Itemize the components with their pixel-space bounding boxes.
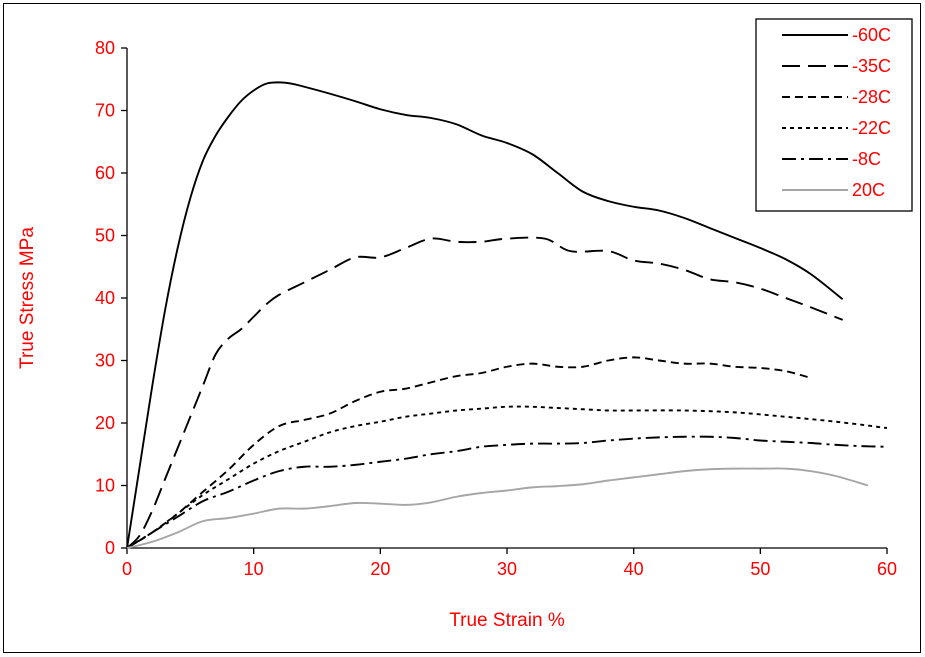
legend-item: -35C <box>782 56 891 76</box>
series-60c-legend-label: -60C <box>852 25 891 45</box>
y-tick-label: 60 <box>95 163 115 183</box>
y-tick-label: 0 <box>105 538 115 558</box>
legend-item: -22C <box>782 118 891 138</box>
y-tick-label: 50 <box>95 226 115 246</box>
series-8c-legend-label: -8C <box>852 149 881 169</box>
x-tick-label: 40 <box>624 559 644 579</box>
legend: -60C -35C -28C -22C -8C 20C <box>755 18 913 212</box>
x-tick-label: 0 <box>122 559 132 579</box>
x-axis-title: True Strain % <box>449 610 565 631</box>
legend-item: -28C <box>782 87 891 107</box>
y-tick-label: 40 <box>95 288 115 308</box>
y-tick-label: 80 <box>95 38 115 58</box>
series-8c-line <box>126 435 888 549</box>
legend-item: -60C <box>782 25 891 45</box>
y-tick-label: 70 <box>95 101 115 121</box>
x-tick-label: 50 <box>750 559 770 579</box>
axes: 0 10 20 30 40 50 60 0 10 20 30 40 50 60 70 80 <box>95 38 897 579</box>
series-28c-line <box>126 356 812 549</box>
y-tick-label: 20 <box>95 413 115 433</box>
series-60c-line <box>126 81 844 549</box>
y-axis-title: True Stress MPa <box>17 227 38 369</box>
y-tick-label: 30 <box>95 351 115 371</box>
x-tick-label: 60 <box>877 559 897 579</box>
y-tick-label: 10 <box>95 476 115 496</box>
series-20c-line <box>126 467 869 549</box>
series-20c-legend-label: 20C <box>852 180 885 200</box>
legend-box <box>755 18 913 212</box>
series-lines <box>126 81 888 549</box>
legend-item: 20C <box>782 180 885 200</box>
x-tick-label: 30 <box>497 559 517 579</box>
series-35c-legend-label: -35C <box>852 56 891 76</box>
x-tick-label: 20 <box>370 559 390 579</box>
series-28c-legend-label: -28C <box>852 87 891 107</box>
series-35c-line <box>126 236 844 549</box>
series-22c-legend-label: -22C <box>852 118 891 138</box>
legend-item: -8C <box>782 149 881 169</box>
x-tick-label: 10 <box>244 559 264 579</box>
series-22c-line <box>126 405 888 549</box>
